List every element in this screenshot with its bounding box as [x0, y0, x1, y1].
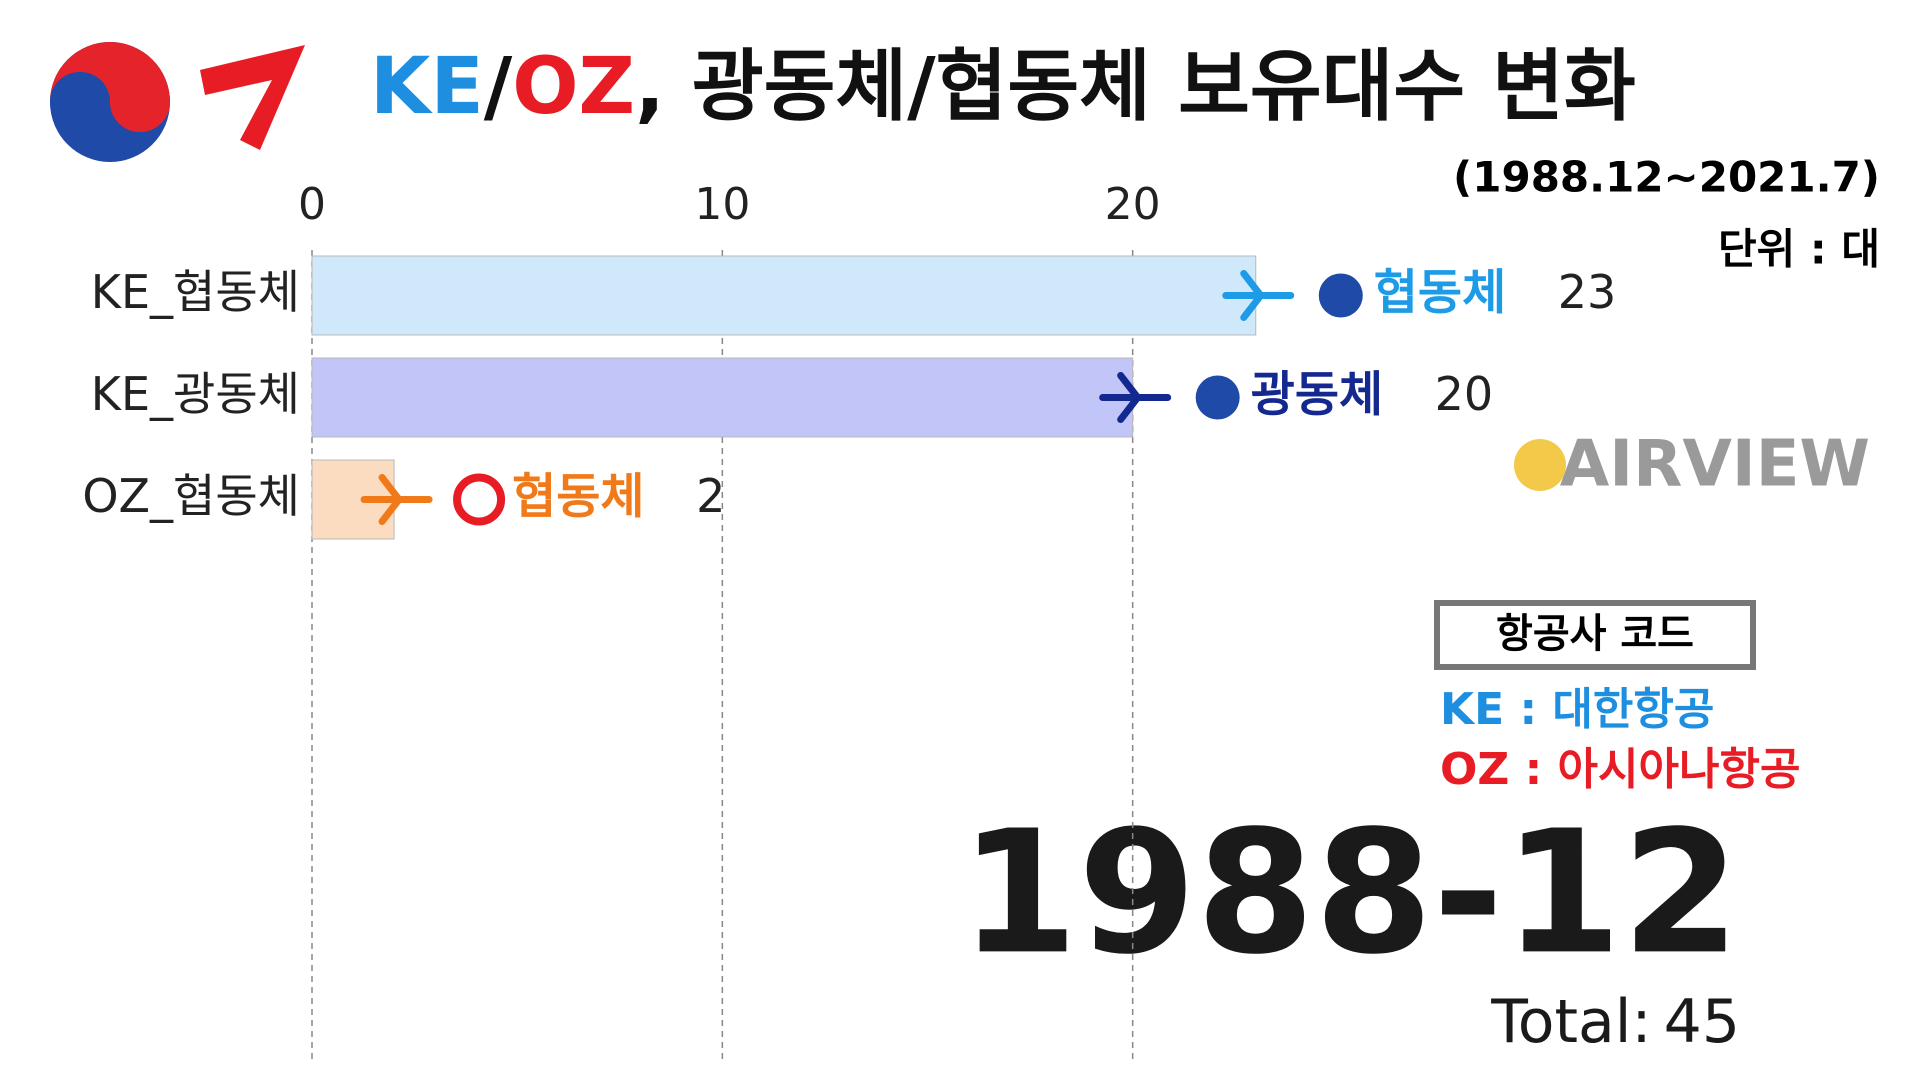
plane-icon — [1222, 270, 1295, 321]
legend-entry: OZ : 아시아나항공 — [1440, 744, 1800, 795]
legend-title: 항공사 코드 — [1496, 611, 1694, 657]
bar — [311, 255, 1257, 336]
x-tick-label: 20 — [1105, 179, 1161, 230]
value-label: 23 — [1558, 265, 1617, 319]
airline-logo — [1195, 375, 1240, 420]
airline-logo — [453, 473, 506, 526]
plane-icon — [360, 474, 433, 525]
ke-logo — [50, 42, 170, 162]
value-label: 2 — [696, 469, 725, 523]
title-part: KE — [370, 42, 484, 132]
legend-box — [1434, 600, 1756, 670]
title-part: / — [484, 42, 513, 132]
y-tick-label: KE_협동체 — [91, 265, 300, 319]
title-part: , 광동체/협동체 보유대수 변화 — [635, 42, 1636, 132]
watermark: AIRVIEW — [1560, 428, 1870, 502]
plane-icon — [1099, 372, 1172, 423]
title-part: OZ — [512, 42, 635, 132]
bar-label: 협동체 — [512, 469, 644, 525]
total: Total: 45 — [1490, 987, 1740, 1057]
bar — [311, 357, 1134, 438]
y-tick-label: OZ_협동체 — [82, 469, 300, 523]
legend-entry: KE : 대한항공 — [1440, 684, 1714, 735]
x-tick-label: 0 — [298, 179, 326, 230]
period: 1988-12 — [960, 794, 1740, 992]
value-label: 20 — [1435, 367, 1494, 421]
watermark-icon — [1514, 439, 1566, 491]
total-label: Total: — [1490, 987, 1651, 1057]
bar-label: 협동체 — [1374, 265, 1506, 321]
x-tick-label: 10 — [694, 179, 750, 230]
bar-label: 광동체 — [1251, 367, 1383, 423]
subtitle: (1988.12~2021.7) — [1453, 153, 1880, 202]
chart-title: KE/OZ, 광동체/협동체 보유대수 변화 — [370, 42, 1636, 132]
airline-logo — [1318, 273, 1363, 318]
unit-label: 단위 : 대 — [1718, 225, 1880, 274]
y-tick-label: KE_광동체 — [91, 367, 300, 421]
total-value: 45 — [1664, 987, 1740, 1057]
oz-logo — [200, 45, 305, 150]
